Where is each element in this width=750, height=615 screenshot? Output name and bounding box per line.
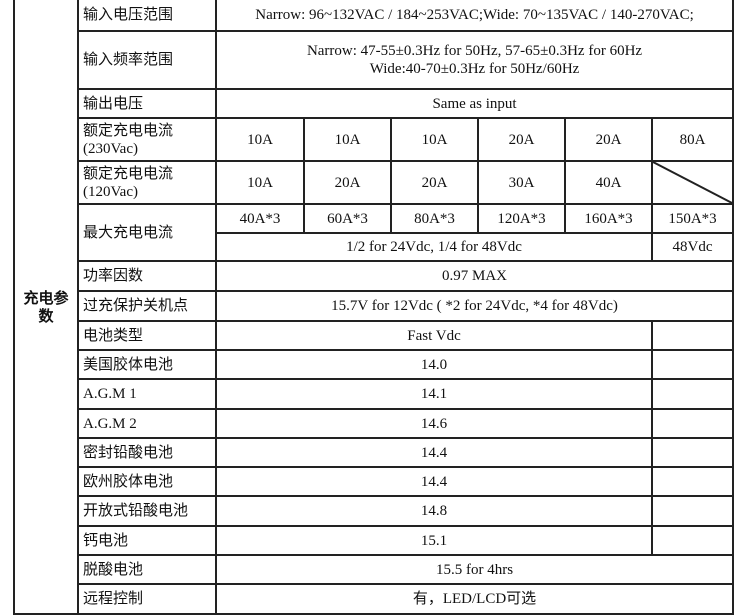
row-battery: A.G.M 2 14.6 <box>14 408 735 439</box>
label: 欧州胶体电池 <box>77 466 217 497</box>
label: 过充保护关机点 <box>77 290 217 322</box>
value: 40A*3 <box>215 203 305 234</box>
value: 有，LED/LCD可选 <box>214 583 735 615</box>
value: 14.4 <box>215 437 653 468</box>
value: 40A <box>564 160 653 205</box>
label: 钙电池 <box>77 525 217 556</box>
label: 输入频率范围 <box>77 30 217 90</box>
label: 电池类型 <box>77 320 217 351</box>
label: A.G.M 1 <box>77 378 217 410</box>
value: 14.4 <box>215 466 653 497</box>
row-remote: 远程控制 有，LED/LCD可选 <box>14 583 735 615</box>
charging-spec-table: 充电参数 输入电压范围 Narrow: 96~132VAC / 184~253V… <box>13 0 735 615</box>
value: 1/2 for 24Vdc, 1/4 for 48Vdc <box>215 232 653 262</box>
value: 60A*3 <box>303 203 392 234</box>
empty-cell <box>650 495 735 527</box>
row-desulfation: 脱酸电池 15.5 for 4hrs <box>14 554 735 585</box>
value: 10A <box>215 117 305 162</box>
value-line: Wide:40-70±0.3Hz for 50Hz/60Hz <box>369 61 580 77</box>
row-rated-230: 额定充电电流 (230Vac) 10A 10A 10A 20A 20A 80A <box>14 117 735 162</box>
value: 20A <box>390 160 479 205</box>
row-input-voltage: 充电参数 输入电压范围 Narrow: 96~132VAC / 184~253V… <box>13 0 735 615</box>
value: 15.7V for 12Vdc ( *2 for 24Vdc, *4 for 4… <box>214 290 735 322</box>
value: 120A*3 <box>477 203 566 234</box>
label: 脱酸电池 <box>77 554 217 585</box>
empty-cell <box>650 408 735 439</box>
value: 15.1 <box>215 525 653 556</box>
row-input-freq: 输入频率范围 Narrow: 47-55±0.3Hz for 50Hz, 57-… <box>14 30 735 90</box>
value: 80A*3 <box>390 203 479 234</box>
empty-cell <box>650 349 735 380</box>
value: 20A <box>564 117 653 162</box>
label: 开放式铅酸电池 <box>77 495 217 527</box>
value: 10A <box>303 117 392 162</box>
label: 密封铅酸电池 <box>77 437 217 468</box>
value: 15.5 for 4hrs <box>214 554 735 585</box>
row-battery: 欧州胶体电池 14.4 <box>14 466 735 497</box>
value: 160A*3 <box>564 203 653 234</box>
row-battery: 美国胶体电池 14.0 <box>14 349 735 380</box>
label: 输入电压范围 <box>77 0 217 32</box>
value: Narrow: 47-55±0.3Hz for 50Hz, 57-65±0.3H… <box>214 30 735 90</box>
row-max-current: 最大充电电流 40A*3 60A*3 80A*3 120A*3 160A*3 1… <box>14 203 735 262</box>
empty-cell <box>650 525 735 556</box>
row-battery: 开放式铅酸电池 14.8 <box>14 495 735 527</box>
value: 14.8 <box>215 495 653 527</box>
empty-cell <box>650 437 735 468</box>
value: Fast Vdc <box>215 320 653 351</box>
empty-cell <box>650 320 735 351</box>
label: 最大充电电流 <box>77 203 217 262</box>
value: 30A <box>477 160 566 205</box>
row-battery: A.G.M 1 14.1 <box>14 378 735 410</box>
value: Same as input <box>214 88 735 119</box>
label: 功率因数 <box>77 260 217 292</box>
value-line: Narrow: 47-55±0.3Hz for 50Hz, 57-65±0.3H… <box>306 43 643 59</box>
empty-cell <box>650 378 735 410</box>
value: 20A <box>477 117 566 162</box>
row-battery: 密封铅酸电池 14.4 <box>14 437 735 468</box>
value: 10A <box>215 160 305 205</box>
value: 0.97 MAX <box>214 260 735 292</box>
value: 150A*3 <box>650 203 735 234</box>
label: 美国胶体电池 <box>77 349 217 380</box>
label: 输出电压 <box>77 88 217 119</box>
label: 远程控制 <box>77 583 217 615</box>
label: A.G.M 2 <box>77 408 217 439</box>
row-power-factor: 功率因数 0.97 MAX <box>14 260 735 292</box>
value: 14.6 <box>215 408 653 439</box>
row-overcharge: 过充保护关机点 15.7V for 12Vdc ( *2 for 24Vdc, … <box>14 290 735 322</box>
row-max-current-note: 1/2 for 24Vdc, 1/4 for 48Vdc 48Vdc <box>14 232 735 262</box>
value: 80A <box>650 117 735 162</box>
value: 10A <box>390 117 479 162</box>
label: 额定充电电流 (120Vac) <box>77 160 217 205</box>
label: 额定充电电流 (230Vac) <box>77 117 217 162</box>
diagonal-empty-cell <box>650 160 735 205</box>
empty-cell <box>650 466 735 497</box>
row-output-voltage: 输出电压 Same as input <box>14 88 735 119</box>
value: Narrow: 96~132VAC / 184~253VAC;Wide: 70~… <box>214 0 735 32</box>
row-rated-120: 额定充电电流 (120Vac) 10A 20A 20A 30A 40A <box>14 160 735 205</box>
value: 20A <box>303 160 392 205</box>
value: 14.1 <box>215 378 653 410</box>
value: 14.0 <box>215 349 653 380</box>
group-label: 充电参数 <box>13 0 79 615</box>
value: 48Vdc <box>650 232 735 262</box>
row-battery: 钙电池 15.1 <box>14 525 735 556</box>
row-battery-type: 电池类型 Fast Vdc <box>14 320 735 351</box>
